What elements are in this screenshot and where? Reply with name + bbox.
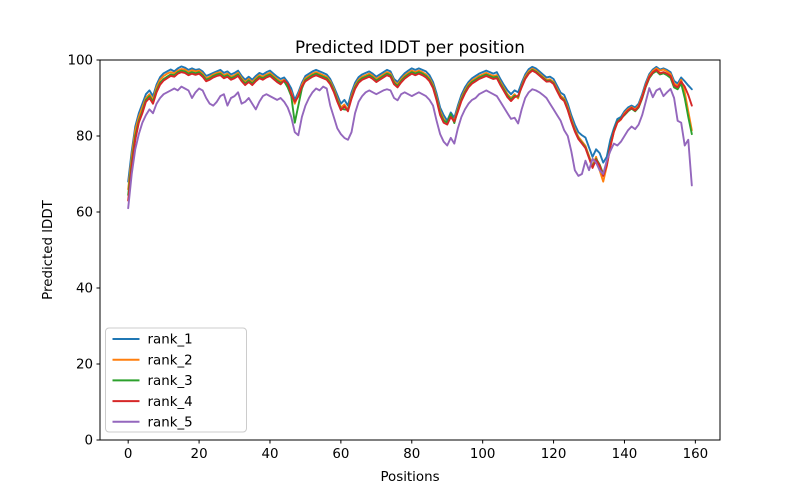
line-rank_1 [127,65,693,183]
legend-entry-rank_5: rank_5 [112,416,193,431]
legend-label-rank_1: rank_1 [148,333,193,348]
y-tick-label: 20 [76,358,93,373]
x-axis-ticks: 0 20 40 60 80 100 120 140 160 [124,440,708,462]
y-tick-label: 80 [76,130,93,145]
y-axis-ticks: 0 20 40 60 80 100 [67,54,100,449]
legend-label-rank_2: rank_2 [148,353,193,368]
legend-label-rank_4: rank_4 [148,395,193,410]
line-rank_4 [127,68,693,202]
y-tick-label: 100 [67,54,93,69]
y-axis-label: Predicted lDDT [41,199,56,299]
legend-entry-rank_1: rank_1 [112,333,193,348]
x-tick-label: 140 [612,447,638,462]
x-tick-label: 0 [124,447,133,462]
axes-spines [99,59,721,441]
x-tick-label: 120 [541,447,567,462]
x-axis-label: Positions [380,470,439,485]
legend-label-rank_5: rank_5 [148,416,193,431]
x-tick-label: 100 [470,447,496,462]
x-tick-label: 40 [261,447,278,462]
series-lines [127,65,693,210]
x-tick-label: 20 [191,447,208,462]
y-tick-label: 40 [76,282,93,297]
legend-label-rank_3: rank_3 [148,374,193,389]
line-rank_5 [127,85,693,210]
legend-entry-rank_2: rank_2 [112,353,193,368]
x-tick-label: 80 [403,447,420,462]
x-tick-label: 60 [332,447,349,462]
y-tick-label: 60 [76,206,93,221]
legend-entry-rank_4: rank_4 [112,395,193,410]
y-tick-label: 0 [84,434,93,449]
legend-box [105,327,247,433]
chart-title: Predicted lDDT per position [295,37,525,57]
legend-entry-rank_3: rank_3 [112,374,193,389]
legend: rank_1 rank_2 rank_3 rank_4 rank_5 [105,327,247,433]
x-tick-label: 160 [683,447,709,462]
